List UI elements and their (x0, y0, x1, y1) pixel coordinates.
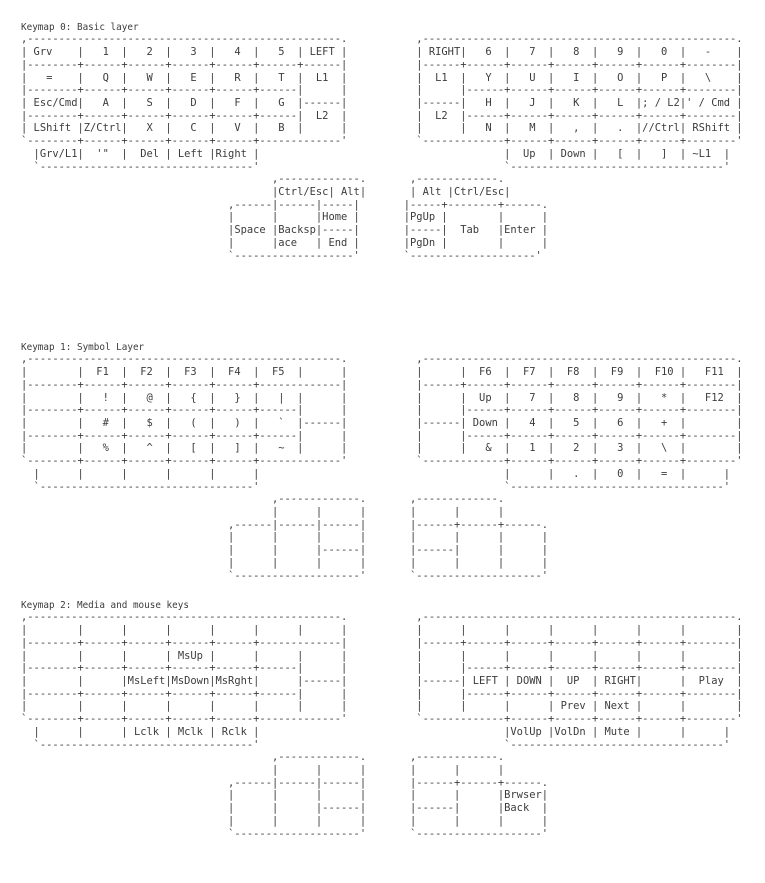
keymap-section-1: Keymap 1: Symbol Layer ,----------------… (21, 342, 743, 582)
keymap-section-2: Keymap 2: Media and mouse keys ,--------… (21, 600, 743, 840)
keymap-2-ascii-art: ,---------------------------------------… (21, 611, 743, 840)
keymap-section-0: Keymap 0: Basic layer ,-----------------… (21, 22, 743, 262)
keymap-1-title: Keymap 1: Symbol Layer (21, 342, 145, 353)
keymap-0-title: Keymap 0: Basic layer (21, 22, 139, 33)
keymap-1-ascii-art: ,---------------------------------------… (21, 353, 743, 582)
keymap-2-title: Keymap 2: Media and mouse keys (21, 600, 189, 611)
keymap-0-ascii-art: ,---------------------------------------… (21, 33, 743, 262)
